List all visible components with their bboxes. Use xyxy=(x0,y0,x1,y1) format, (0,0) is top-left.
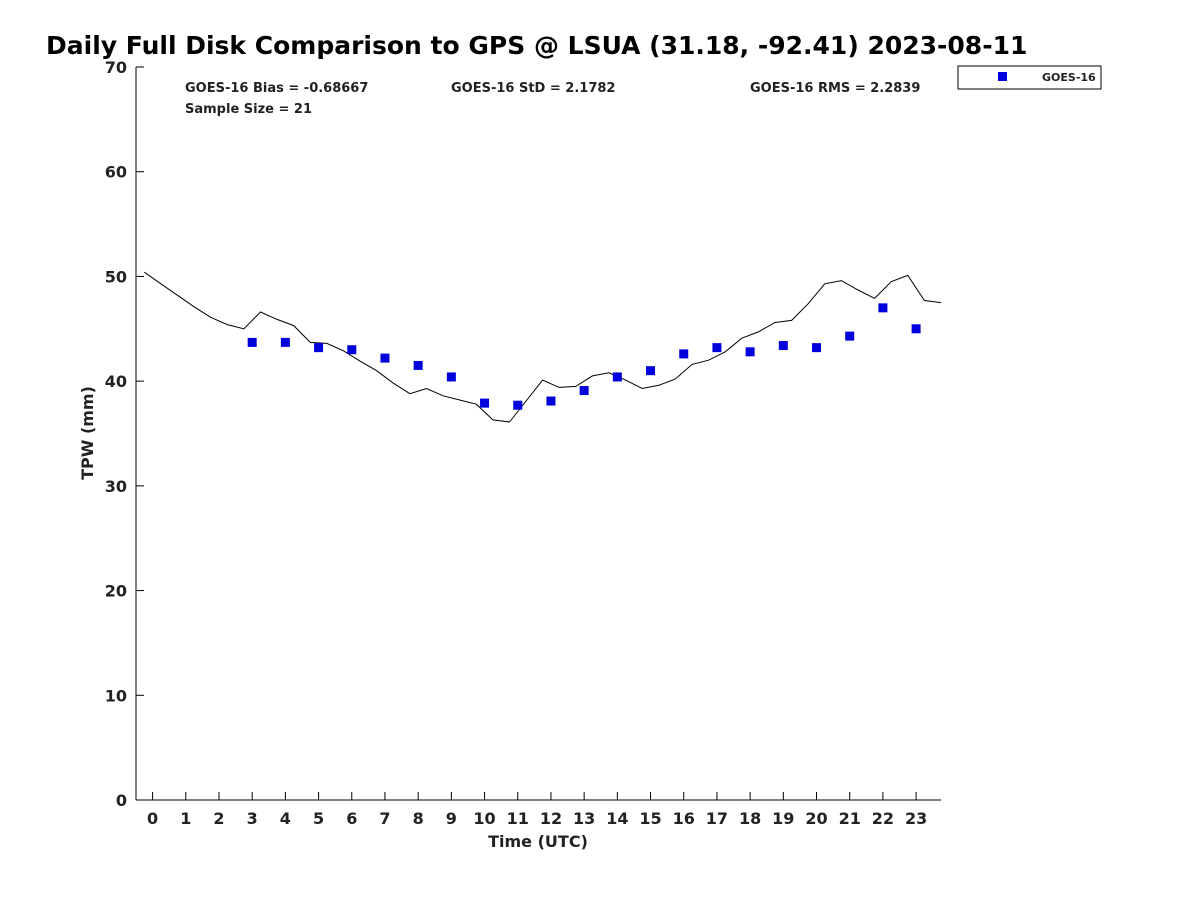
x-tick-label: 2 xyxy=(213,809,224,828)
goes16-point xyxy=(845,331,855,341)
y-tick-label: 50 xyxy=(105,267,127,286)
x-tick-label: 16 xyxy=(673,809,695,828)
goes16-scatter-series xyxy=(247,303,921,410)
x-tick-label: 7 xyxy=(379,809,390,828)
x-tick-label: 15 xyxy=(639,809,661,828)
goes16-point xyxy=(280,337,290,347)
y-tick-label: 20 xyxy=(105,582,127,601)
goes16-point xyxy=(612,372,622,382)
goes16-point xyxy=(712,343,722,353)
x-tick-label: 12 xyxy=(540,809,562,828)
legend-marker-goes16 xyxy=(998,72,1007,81)
x-tick-label: 5 xyxy=(313,809,324,828)
x-tick-label: 9 xyxy=(446,809,457,828)
stat-std: GOES-16 StD = 2.1782 xyxy=(451,81,615,96)
x-tick-label: 4 xyxy=(280,809,291,828)
goes16-point xyxy=(446,372,456,382)
goes16-point xyxy=(745,347,755,357)
x-tick-label: 1 xyxy=(180,809,191,828)
goes16-point xyxy=(247,337,257,347)
x-tick-label: 13 xyxy=(573,809,595,828)
x-tick-label: 21 xyxy=(839,809,861,828)
legend-box xyxy=(957,65,1102,90)
x-tick-label: 3 xyxy=(247,809,258,828)
x-tick-label: 11 xyxy=(507,809,529,828)
x-tick-label: 17 xyxy=(706,809,728,828)
goes16-point xyxy=(579,386,589,396)
goes16-point xyxy=(513,400,523,410)
goes16-point xyxy=(646,366,656,376)
goes16-point xyxy=(380,353,390,363)
stat-sample-size: Sample Size = 21 xyxy=(185,102,312,117)
x-tick-label: 0 xyxy=(147,809,158,828)
y-tick-label: 70 xyxy=(105,58,127,77)
stat-rms: GOES-16 RMS = 2.2839 xyxy=(750,81,920,96)
y-tick-label: 40 xyxy=(105,372,127,391)
goes16-point xyxy=(413,360,423,370)
x-tick-label: 8 xyxy=(413,809,424,828)
chart-title: Daily Full Disk Comparison to GPS @ LSUA… xyxy=(46,31,1027,60)
goes16-point xyxy=(812,343,822,353)
x-axis-label: Time (UTC) xyxy=(488,832,588,851)
x-tick-label: 18 xyxy=(739,809,761,828)
y-axis-label: TPW (mm) xyxy=(78,386,97,480)
x-tick-label: 10 xyxy=(473,809,495,828)
goes16-point xyxy=(347,345,357,355)
x-tick-label: 6 xyxy=(346,809,357,828)
y-ticks: 0 10 20 30 40 50 60 70 xyxy=(105,58,144,810)
goes16-point xyxy=(878,303,888,313)
goes16-point xyxy=(480,398,490,408)
x-tick-label: 19 xyxy=(772,809,794,828)
goes16-point xyxy=(546,396,556,406)
goes16-point xyxy=(314,343,324,353)
y-tick-label: 60 xyxy=(105,163,127,182)
legend: GOES-16 xyxy=(957,65,1102,90)
y-tick-label: 30 xyxy=(105,477,127,496)
gps-line xyxy=(144,271,942,423)
goes16-point xyxy=(911,324,921,334)
x-tick-label: 22 xyxy=(872,809,894,828)
x-ticks: 0 1 2 3 4 5 6 7 8 9 10 11 12 13 14 15 16 17 18 19 20 21 22 23 xyxy=(147,792,927,828)
y-tick-label: 0 xyxy=(116,791,127,810)
goes16-point xyxy=(679,349,689,359)
gps-line-series xyxy=(144,271,942,423)
x-tick-label: 23 xyxy=(905,809,927,828)
x-tick-label: 20 xyxy=(805,809,827,828)
goes16-point xyxy=(778,341,788,351)
y-tick-label: 10 xyxy=(105,686,127,705)
legend-label-goes16: GOES-16 xyxy=(1042,71,1096,84)
stat-bias: GOES-16 Bias = -0.68667 xyxy=(185,81,368,96)
x-tick-label: 14 xyxy=(606,809,628,828)
